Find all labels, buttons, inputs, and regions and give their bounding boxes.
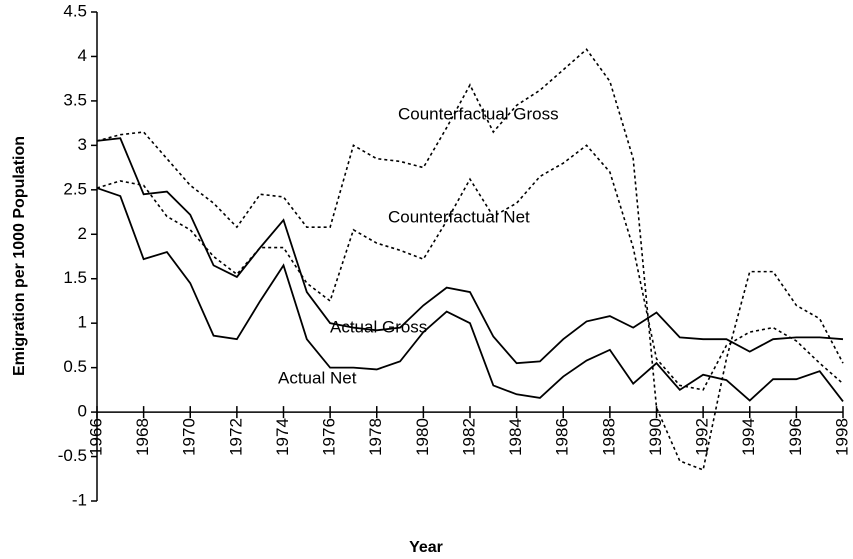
- x-axis-title: Year: [409, 539, 443, 556]
- series-line: [96, 144, 844, 391]
- y-tick-label: 0.5: [63, 357, 87, 376]
- x-tick-label: 1996: [786, 418, 805, 456]
- y-tick-label: 3.5: [63, 90, 87, 109]
- series-label: Counterfactual Net: [388, 207, 530, 226]
- x-tick-label: 1984: [506, 418, 525, 456]
- y-axis-title: Emigration per 1000 Population: [11, 136, 28, 376]
- x-tick-label: 1970: [180, 418, 199, 456]
- x-tick-label: 1992: [693, 418, 712, 456]
- series-line: [96, 187, 844, 402]
- series-line: [96, 137, 844, 365]
- y-tick-label: 2.5: [63, 179, 87, 198]
- y-tick-label: -0.5: [58, 446, 87, 465]
- x-tick-label: 1990: [646, 418, 665, 456]
- series-label: Actual Gross: [330, 317, 427, 336]
- x-tick-label: 1982: [459, 418, 478, 456]
- x-tick-label: 1968: [133, 418, 152, 456]
- y-tick-label: 3: [78, 135, 87, 154]
- y-tick-label: 2: [78, 224, 87, 243]
- x-tick-label: 1976: [320, 418, 339, 456]
- x-tick-label: 1966: [86, 418, 105, 456]
- x-tick-label: 1972: [226, 418, 245, 456]
- y-tick-label: 4: [78, 46, 87, 65]
- x-tick-label: 1974: [273, 418, 292, 456]
- series-label: Actual Net: [278, 368, 357, 387]
- x-tick-label: 1994: [739, 418, 758, 456]
- x-tick-label: 1998: [832, 418, 851, 456]
- y-tick-label: -1: [72, 490, 87, 509]
- series-label: Counterfactual Gross: [398, 104, 559, 123]
- x-tick-label: 1980: [413, 418, 432, 456]
- x-tick-label: 1986: [553, 418, 572, 456]
- y-tick-label: 1: [78, 313, 87, 332]
- x-tick-label: 1988: [599, 418, 618, 456]
- series-line: [96, 48, 844, 471]
- y-tick-label: 0: [78, 402, 87, 421]
- y-tick-label: 4.5: [63, 1, 87, 20]
- y-tick-label: 1.5: [63, 268, 87, 287]
- x-tick-label: 1978: [366, 418, 385, 456]
